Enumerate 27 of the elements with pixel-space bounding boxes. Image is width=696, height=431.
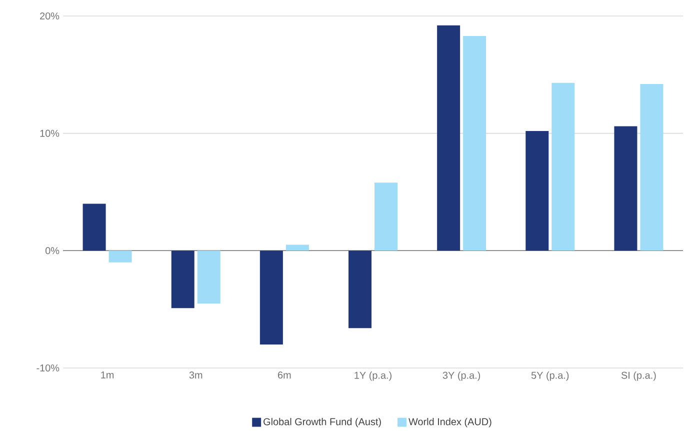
y-tick-label: -10%	[36, 364, 60, 372]
x-tick-label: 5Y (p.a.)	[531, 372, 569, 381]
bar	[526, 131, 549, 251]
bar	[171, 250, 194, 308]
bar	[108, 250, 132, 263]
bar	[437, 26, 460, 251]
bar	[640, 84, 664, 251]
x-tick-label: 6m	[278, 372, 291, 379]
x-tick-label: 1m	[101, 372, 114, 379]
bar	[82, 204, 106, 251]
bar	[260, 250, 283, 345]
x-tick-label: 1Y (p.a.)	[354, 372, 392, 381]
x-tick-label: 3Y (p.a.)	[442, 372, 480, 381]
legend-label: World Index (AUD)	[408, 418, 492, 428]
bar	[552, 83, 575, 251]
bar	[374, 182, 398, 251]
y-tick-label: 10%	[40, 130, 60, 138]
bar	[197, 250, 220, 304]
y-tick-label: 0%	[45, 247, 60, 254]
x-tick-label: 3m	[189, 372, 202, 379]
bar	[348, 250, 372, 328]
legend-label: Global Growth Fund (Aust)	[264, 418, 381, 428]
y-tick-label: 20%	[40, 12, 60, 20]
x-tick-label: SI (p.a.)	[621, 372, 656, 381]
bar	[614, 126, 638, 251]
bar	[463, 36, 486, 251]
bar	[286, 244, 309, 251]
